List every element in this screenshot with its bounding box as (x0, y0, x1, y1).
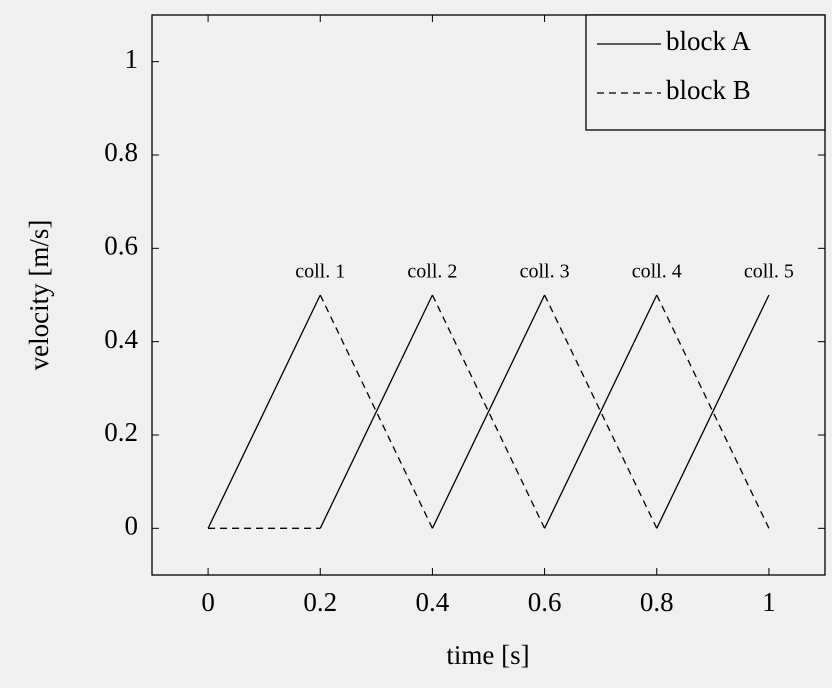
x-axis-label: time [s] (446, 640, 529, 670)
x-tick-label: 0 (201, 587, 215, 617)
x-tick-label: 0.4 (416, 587, 450, 617)
x-tick-label: 0.8 (640, 587, 674, 617)
annotation: coll. 2 (407, 261, 457, 283)
y-tick-label: 0.2 (104, 417, 138, 447)
x-tick-label: 1 (762, 587, 776, 617)
y-axis-label: velocity [m/s] (24, 220, 54, 371)
plot-frame (151, 14, 826, 576)
annotation: coll. 4 (632, 261, 682, 283)
annotation: coll. 1 (295, 261, 345, 283)
y-tick-label: 1 (125, 44, 139, 74)
legend-label: block A (666, 26, 751, 56)
series-line (207, 294, 770, 529)
y-tick-label: 0.8 (104, 137, 138, 167)
legend-label: block B (666, 75, 751, 105)
y-tick-label: 0 (125, 511, 139, 541)
y-tick-label: 0.4 (104, 324, 138, 354)
legend-box (585, 14, 826, 131)
y-tick-label: 0.6 (104, 231, 138, 261)
annotation: coll. 3 (520, 261, 570, 283)
x-tick-label: 0.2 (303, 587, 337, 617)
annotation: coll. 5 (744, 261, 794, 283)
x-tick-label: 0.6 (528, 587, 562, 617)
